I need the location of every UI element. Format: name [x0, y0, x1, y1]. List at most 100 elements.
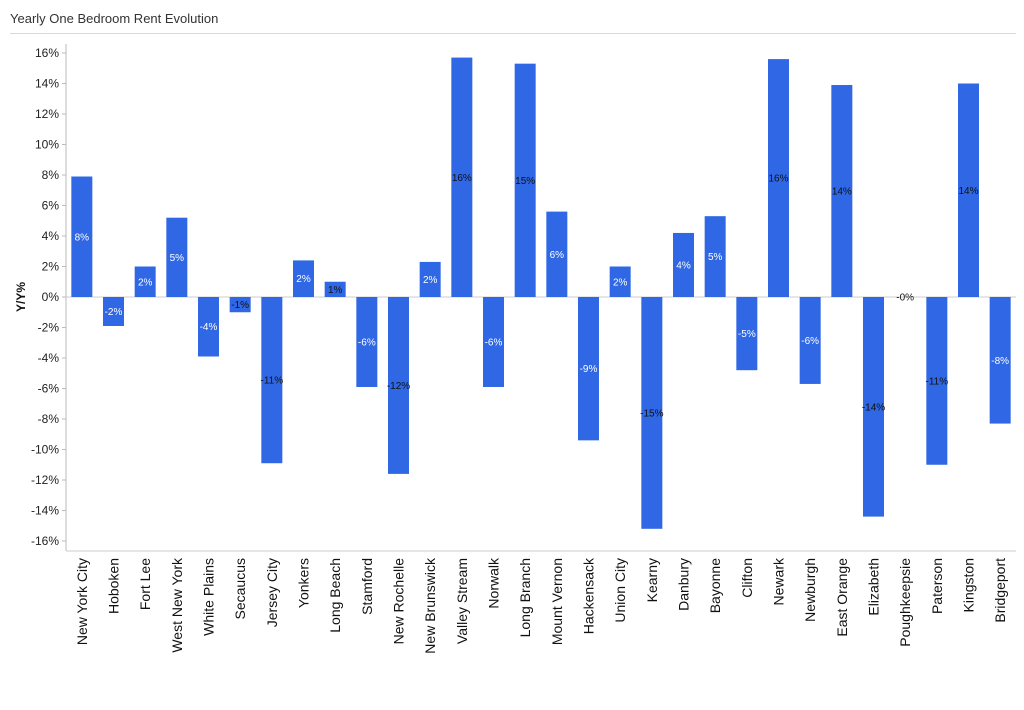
y-tick-label: -4%: [38, 351, 60, 365]
data-label: -4%: [200, 322, 218, 333]
y-axis: 16% 14% 12% 10% 8% 6% 4% 2% 0% -2% -4% -6% -8% -10% -1…: [31, 44, 67, 551]
data-label: 5%: [708, 252, 723, 263]
data-labels: 8% -2% 2% 5% -4% -1% -11% 2% 1% -6% -12% 2% 16% -6% 15…: [75, 173, 1010, 420]
data-label: 1%: [328, 285, 343, 296]
bar: [989, 297, 1011, 424]
x-category-label: Kearny: [644, 558, 660, 602]
bar: [71, 176, 93, 297]
bar: [641, 297, 663, 529]
data-label: -11%: [261, 376, 284, 387]
bar: [768, 59, 789, 297]
x-category-label: Hoboken: [106, 558, 122, 614]
data-label: 2%: [296, 274, 311, 285]
x-category-label: Secaucus: [232, 558, 248, 619]
bar: [229, 297, 251, 313]
x-category-label: Norwalk: [486, 557, 502, 609]
bar: [324, 281, 346, 297]
data-label: 16%: [768, 174, 788, 185]
data-label: 2%: [423, 275, 438, 286]
data-label: 4%: [676, 260, 691, 271]
data-label: 2%: [138, 277, 153, 288]
x-category-label: Newburgh: [802, 558, 818, 622]
x-category-label: East Orange: [834, 558, 850, 637]
y-tick-label: 12%: [35, 107, 59, 121]
y-tick-label: 16%: [35, 46, 59, 60]
data-label: -11%: [926, 376, 949, 387]
data-label: 2%: [613, 277, 628, 288]
y-tick-label: -2%: [38, 321, 60, 335]
data-label: -8%: [991, 356, 1009, 367]
data-label: 15%: [515, 176, 535, 187]
data-label: -5%: [738, 329, 756, 340]
bar: [134, 266, 156, 297]
bar: [736, 297, 758, 371]
data-label: -15%: [640, 408, 663, 419]
bar: [166, 217, 188, 297]
y-axis-title: Y/Y%: [14, 282, 28, 312]
x-category-label: Bayonne: [707, 558, 723, 613]
x-category-label: Danbury: [676, 558, 692, 611]
x-category-label: Poughkeepsie: [897, 558, 913, 647]
x-category-label: Union City: [612, 558, 628, 623]
x-category-label: West New York: [169, 557, 185, 653]
x-category-label: Valley Stream: [454, 558, 470, 644]
x-category-label: Long Branch: [517, 558, 533, 637]
x-category-label: Kingston: [961, 558, 977, 612]
y-tick-label: 6%: [42, 199, 60, 213]
x-category-label: White Plains: [201, 558, 217, 636]
data-label: -12%: [387, 381, 410, 392]
x-category-label: New York City: [74, 558, 90, 645]
data-label: 16%: [452, 173, 472, 184]
x-category-label: New Brunswick: [422, 557, 438, 654]
bar: [704, 216, 726, 297]
x-category-label: Yonkers: [296, 558, 312, 608]
data-label: 14%: [958, 186, 978, 197]
x-category-label: Stamford: [359, 558, 375, 615]
bar: [356, 297, 378, 387]
data-label: 6%: [550, 250, 565, 261]
x-category-label: Jersey City: [264, 558, 280, 627]
bar: [673, 232, 694, 297]
data-label: -1%: [231, 300, 249, 311]
bar: [799, 297, 821, 384]
x-category-label: Hackensack: [581, 557, 597, 634]
x-category-label: Paterson: [929, 558, 945, 614]
x-category-label: Fort Lee: [137, 558, 153, 610]
bar: [419, 261, 441, 297]
data-label: 5%: [170, 253, 185, 264]
data-label: -6%: [358, 337, 376, 348]
bar: [514, 63, 536, 297]
x-category-label: Long Beach: [327, 558, 343, 633]
y-tick-label: 10%: [35, 138, 59, 152]
y-tick-label: -16%: [31, 534, 59, 548]
y-tick-label: 0%: [42, 290, 60, 304]
x-axis: New York City Hoboken Fort Lee West New Yor…: [66, 550, 1016, 654]
y-tick-label: 4%: [42, 229, 60, 243]
x-category-label: Mount Vernon: [549, 558, 565, 645]
bar: [863, 297, 884, 517]
bars: [66, 57, 1016, 529]
data-label: -6%: [485, 337, 503, 348]
y-tick-label: -14%: [31, 504, 59, 518]
data-label: 14%: [832, 187, 852, 198]
bar: [103, 297, 124, 326]
bar: [578, 297, 599, 441]
bar: [388, 297, 409, 474]
bar: [483, 297, 504, 387]
x-category-label: Clifton: [739, 558, 755, 598]
bar: [926, 297, 948, 465]
bar: [451, 57, 473, 297]
x-category-label: New Rochelle: [391, 558, 407, 645]
data-label: -14%: [862, 402, 885, 413]
bar: [198, 297, 219, 357]
x-category-label: Elizabeth: [866, 558, 882, 616]
bar: [609, 266, 631, 297]
data-label: -9%: [580, 364, 598, 375]
data-label: 8%: [75, 232, 90, 243]
data-label: -0%: [896, 293, 914, 304]
bar: [293, 260, 314, 297]
title-divider: [10, 33, 1016, 34]
chart-title: Yearly One Bedroom Rent Evolution: [10, 11, 219, 26]
y-tick-label: -8%: [38, 412, 60, 426]
data-label: -2%: [105, 307, 123, 318]
